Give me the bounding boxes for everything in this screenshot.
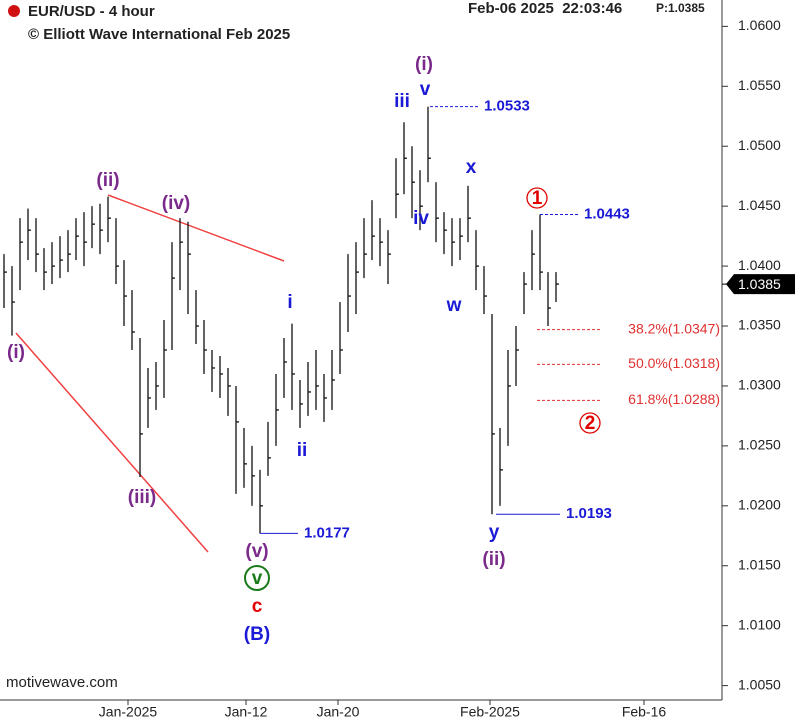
wave-label: (ii) [482,549,505,570]
y-tick-label: 1.0250 [738,437,781,453]
y-tick-label: 1.0550 [738,77,781,93]
x-tick-label: Jan-12 [225,704,268,720]
level-label: 1.0533 [484,98,530,115]
chart-subtitle: © Elliott Wave International Feb 2025 [28,26,290,43]
wave-label: 2 [585,413,596,434]
wave-label: (i) [415,54,433,75]
wave-label: (v) [245,541,268,562]
level-label: 1.0443 [584,206,630,223]
wave-label: y [489,522,500,543]
wave-label: i [287,292,292,313]
level-label: 1.0177 [304,524,350,541]
wave-circle [579,412,601,434]
y-tick-label: 1.0050 [738,676,781,692]
y-tick-label: 1.0500 [738,137,781,153]
wave-label: iv [413,208,429,229]
trendline [107,194,285,262]
chart-title: EUR/USD - 4 hour [28,3,155,20]
status-dot [8,5,20,17]
fib-label: 61.8%(1.0288) [628,391,720,407]
wave-label: (iv) [162,193,191,214]
x-tick-label: Feb-2025 [460,704,520,720]
y-tick-label: 1.0450 [738,197,781,213]
wave-label: (B) [244,624,270,645]
wave-label: iii [394,91,410,112]
y-tick-label: 1.0300 [738,377,781,393]
y-tick-label: 1.0200 [738,497,781,513]
level-label: 1.0193 [566,505,612,522]
timestamp: Feb-06 2025 22:03:46 [468,0,622,17]
wave-circle [244,565,270,591]
x-tick-label: Jan-2025 [99,704,158,720]
last-price-label: 1.0385 [738,276,781,292]
fib-label: 50.0%(1.0318) [628,355,720,371]
x-tick-label: Jan-20 [317,704,360,720]
y-tick-label: 1.0100 [738,616,781,632]
price-label: P:1.0385 [656,1,705,15]
wave-label: v [252,568,263,589]
wave-label: 1 [532,188,543,209]
footer: motivewave.com [6,674,118,691]
wave-circle [526,187,548,209]
x-tick-label: Feb-16 [622,704,667,720]
wave-label: c [252,596,263,617]
wave-label: (iii) [128,487,157,508]
y-tick-label: 1.0350 [738,317,781,333]
y-tick-label: 1.0150 [738,556,781,572]
wave-label: (i) [7,342,25,363]
trendline [15,332,209,553]
wave-label: x [466,157,477,178]
y-tick-label: 1.0400 [738,257,781,273]
y-tick-label: 1.0600 [738,17,781,33]
wave-label: w [446,295,462,316]
wave-label: v [420,79,431,100]
wave-label: ii [297,440,308,461]
last-price-box [726,274,795,295]
fib-label: 38.2%(1.0347) [628,320,720,336]
wave-label: (ii) [96,170,119,191]
